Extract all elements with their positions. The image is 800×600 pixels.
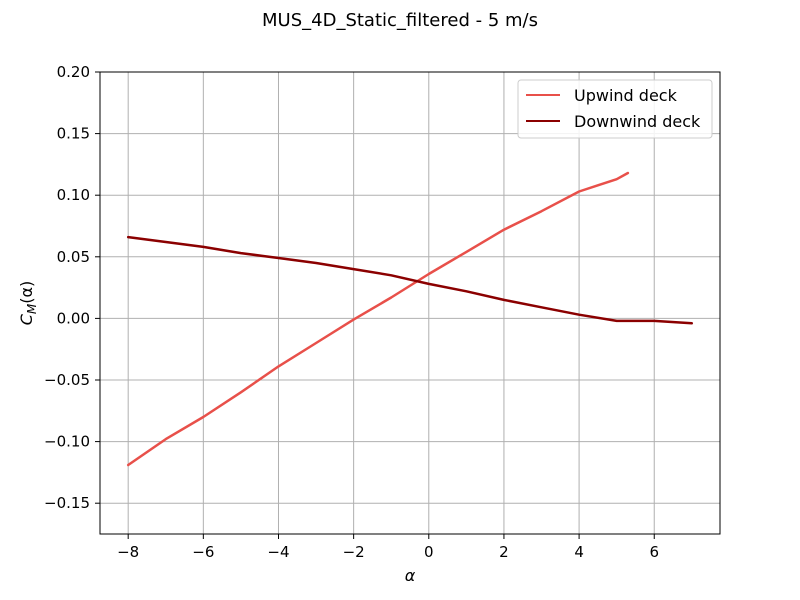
x-tick-label: −6: [192, 543, 214, 561]
x-tick-label: −2: [343, 543, 365, 561]
x-axis-label: α: [405, 566, 416, 585]
plot-frame: [99, 71, 721, 535]
x-tick-label: −8: [117, 543, 139, 561]
y-axis-label-main: C: [17, 313, 36, 325]
y-axis-label-subscript: M: [25, 303, 39, 314]
legend-box: [517, 79, 713, 139]
chart-title: MUS_4D_Static_filtered - 5 m/s: [262, 10, 538, 31]
x-tick-label: −4: [267, 543, 289, 561]
x-tick-label: 4: [574, 543, 584, 561]
legend-label-downwind: Downwind deck: [574, 112, 701, 131]
legend-label-upwind: Upwind deck: [574, 86, 678, 105]
x-tick-label: 6: [649, 543, 659, 561]
series-line-upwind: [126, 171, 630, 467]
y-tick-label: 0.05: [57, 248, 90, 266]
grid: [100, 71, 720, 534]
y-tick-label: −0.05: [44, 371, 90, 389]
series-line-downwind: [126, 235, 694, 325]
series-layer: [126, 171, 694, 467]
y-tick-label: 0.10: [57, 186, 90, 204]
x-tick-label: 2: [499, 543, 509, 561]
x-axis-ticks: −8 −6 −4 −2 0 2 4 6: [117, 534, 659, 561]
y-tick-label: −0.10: [44, 433, 90, 451]
y-tick-label: 0.15: [57, 125, 90, 143]
y-tick-label: 0.00: [57, 309, 90, 327]
y-axis-label-tail: (α): [17, 281, 36, 304]
y-axis-ticks: −0.15 −0.10 −0.05 0.00 0.05 0.10 0.15 0.20: [44, 63, 100, 512]
y-tick-label: −0.15: [44, 494, 90, 512]
y-axis-label: CM(α): [17, 281, 39, 326]
y-tick-label: 0.20: [57, 63, 90, 81]
x-tick-label: 0: [424, 543, 434, 561]
legend: Upwind deck Downwind deck: [517, 79, 713, 139]
